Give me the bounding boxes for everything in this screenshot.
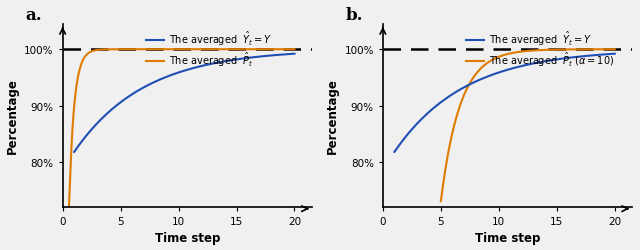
Text: a.: a. xyxy=(25,6,42,24)
Y-axis label: Percentage: Percentage xyxy=(326,78,339,154)
Text: b.: b. xyxy=(346,6,363,24)
Legend: The averaged  $\hat{Y}_t = Y$, The averaged  $\hat{P}_t$ $(\alpha=10)$: The averaged $\hat{Y}_t = Y$, The averag… xyxy=(463,26,618,73)
Legend: The averaged  $\hat{Y}_t = Y$, The averaged  $\hat{P}_t$: The averaged $\hat{Y}_t = Y$, The averag… xyxy=(142,26,276,73)
Y-axis label: Percentage: Percentage xyxy=(6,78,19,154)
X-axis label: Time step: Time step xyxy=(475,232,540,244)
X-axis label: Time step: Time step xyxy=(155,232,220,244)
